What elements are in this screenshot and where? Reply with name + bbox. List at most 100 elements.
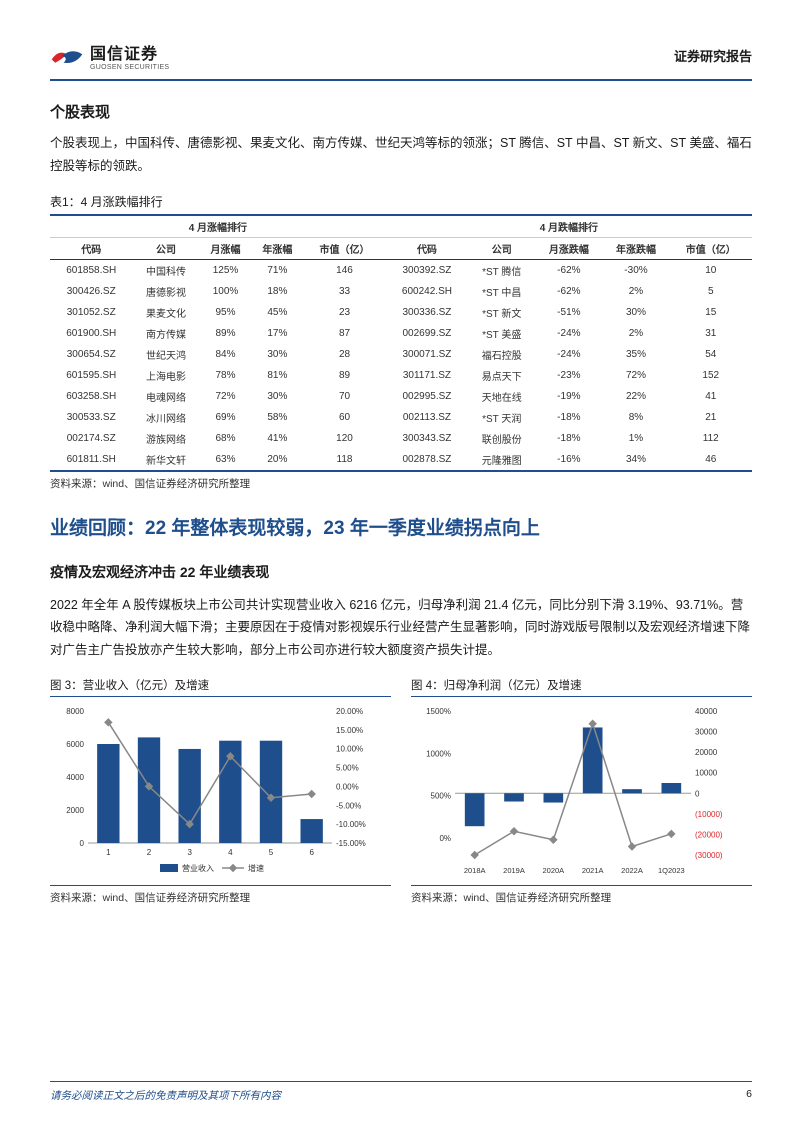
svg-text:2021A: 2021A [582, 866, 604, 875]
table-cell: -51% [535, 302, 602, 323]
svg-text:0: 0 [695, 789, 700, 798]
section2-paragraph: 2022 年全年 A 股传媒板块上市公司共计实现营业收入 6216 亿元，归母净… [50, 594, 752, 662]
table-cell: 上海电影 [132, 365, 199, 386]
svg-text:1Q2023: 1Q2023 [658, 866, 685, 875]
table-cell: 146 [303, 260, 385, 282]
table-col-header: 公司 [468, 238, 535, 260]
svg-text:-5.00%: -5.00% [336, 801, 361, 810]
table-cell: *ST 天润 [468, 407, 535, 428]
table-cell: 601900.SH [50, 323, 132, 344]
table-cell: 300533.SZ [50, 407, 132, 428]
table-cell: *ST 腾信 [468, 260, 535, 282]
svg-text:30000: 30000 [695, 728, 718, 737]
table-cell: 35% [602, 344, 669, 365]
svg-text:4: 4 [228, 848, 233, 857]
svg-text:2019A: 2019A [503, 866, 525, 875]
table-col-header: 代码 [386, 238, 468, 260]
svg-text:10000: 10000 [695, 769, 718, 778]
table-cell: 30% [251, 386, 303, 407]
table-cell: *ST 新文 [468, 302, 535, 323]
table-cell: 1% [602, 428, 669, 449]
section2-big-title: 业绩回顾：22 年整体表现较弱，23 年一季度业绩拐点向上 [50, 515, 752, 544]
table-cell: 54 [670, 344, 752, 365]
svg-text:2018A: 2018A [464, 866, 486, 875]
table-cell: 100% [200, 281, 252, 302]
table-cell: 300392.SZ [386, 260, 468, 282]
table-cell: 300336.SZ [386, 302, 468, 323]
table-cell: 600242.SH [386, 281, 468, 302]
table-cell: 300071.SZ [386, 344, 468, 365]
table-cell: 69% [200, 407, 252, 428]
table-cell: 72% [602, 365, 669, 386]
svg-text:6: 6 [309, 848, 314, 857]
table-cell: -19% [535, 386, 602, 407]
table-row: 301052.SZ果麦文化95%45%23300336.SZ*ST 新文-51%… [50, 302, 752, 323]
table-cell: 89% [200, 323, 252, 344]
chart3-svg: 0200040006000800020.00%15.00%10.00%5.00%… [50, 701, 380, 881]
table-cell: 68% [200, 428, 252, 449]
svg-text:(30000): (30000) [695, 851, 723, 860]
table-row: 601900.SH南方传媒89%17%87002699.SZ*ST 美盛-24%… [50, 323, 752, 344]
table-cell: 34% [602, 449, 669, 471]
table-cell: 120 [303, 428, 385, 449]
table-cell: 20% [251, 449, 303, 471]
table-cell: 112 [670, 428, 752, 449]
logo-text-cn: 国信证券 [90, 40, 169, 64]
ranking-table: 4 月涨幅排行 4 月跌幅排行 代码公司月涨幅年涨幅市值（亿）代码公司月涨跌幅年… [50, 214, 752, 472]
svg-text:营业收入: 营业收入 [182, 863, 214, 873]
table-cell: 南方传媒 [132, 323, 199, 344]
table-cell: 30% [251, 344, 303, 365]
table-col-header: 代码 [50, 238, 132, 260]
svg-text:6000: 6000 [66, 740, 84, 749]
table-col-header: 公司 [132, 238, 199, 260]
section2-sub-title: 疫情及宏观经济冲击 22 年业绩表现 [50, 562, 752, 582]
svg-text:2022A: 2022A [621, 866, 643, 875]
footer-disclaimer: 请务必阅读正文之后的免责声明及其项下所有内容 [50, 1088, 281, 1103]
section1-paragraph: 个股表现上，中国科传、唐德影视、果麦文化、南方传媒、世纪天鸿等标的领涨；ST 腾… [50, 132, 752, 177]
svg-text:1: 1 [106, 848, 111, 857]
svg-text:0.00%: 0.00% [336, 782, 359, 791]
table-col-header: 年涨幅 [251, 238, 303, 260]
report-type-label: 证券研究报告 [674, 46, 752, 65]
table-cell: 300426.SZ [50, 281, 132, 302]
table-cell: 电魂网络 [132, 386, 199, 407]
table-cell: 联创股份 [468, 428, 535, 449]
table-cell: 603258.SH [50, 386, 132, 407]
table-cell: 2% [602, 281, 669, 302]
table-cell: 125% [200, 260, 252, 282]
table-col-header: 年涨跌幅 [602, 238, 669, 260]
table-cell: 冰川网络 [132, 407, 199, 428]
table-col-header: 月涨幅 [200, 238, 252, 260]
svg-text:500%: 500% [431, 792, 451, 801]
table-cell: 33 [303, 281, 385, 302]
table-row: 300533.SZ冰川网络69%58%60002113.SZ*ST 天润-18%… [50, 407, 752, 428]
svg-text:20000: 20000 [695, 748, 718, 757]
table-cell: -62% [535, 260, 602, 282]
svg-text:8000: 8000 [66, 707, 84, 716]
section-title-stock-performance: 个股表现 [50, 101, 752, 122]
logo-block: 国信证券 GUOSEN SECURITIES [50, 40, 169, 71]
chart3-block: 图 3：营业收入（亿元）及增速 0200040006000800020.00%1… [50, 677, 391, 905]
table-cell: 95% [200, 302, 252, 323]
svg-text:5.00%: 5.00% [336, 764, 359, 773]
table-cell: 唐德影视 [132, 281, 199, 302]
chart3-source: 资料来源：wind、国信证券经济研究所整理 [50, 890, 391, 905]
svg-text:1500%: 1500% [426, 707, 451, 716]
table-cell: 002878.SZ [386, 449, 468, 471]
table-cell: 72% [200, 386, 252, 407]
table-cell: 2% [602, 323, 669, 344]
table-cell: 601858.SH [50, 260, 132, 282]
table-cell: 中国科传 [132, 260, 199, 282]
table-cell: 30% [602, 302, 669, 323]
table-cell: 002113.SZ [386, 407, 468, 428]
svg-text:-10.00%: -10.00% [336, 820, 366, 829]
table-cell: 21 [670, 407, 752, 428]
table-col-header: 月涨跌幅 [535, 238, 602, 260]
charts-row: 图 3：营业收入（亿元）及增速 0200040006000800020.00%1… [50, 677, 752, 905]
svg-text:-15.00%: -15.00% [336, 839, 366, 848]
table-cell: 22% [602, 386, 669, 407]
table1-caption: 表1：4 月涨跌幅排行 [50, 193, 752, 210]
table-cell: 89 [303, 365, 385, 386]
page-header: 国信证券 GUOSEN SECURITIES 证券研究报告 [50, 40, 752, 81]
table-row: 002174.SZ游族网络68%41%120300343.SZ联创股份-18%1… [50, 428, 752, 449]
